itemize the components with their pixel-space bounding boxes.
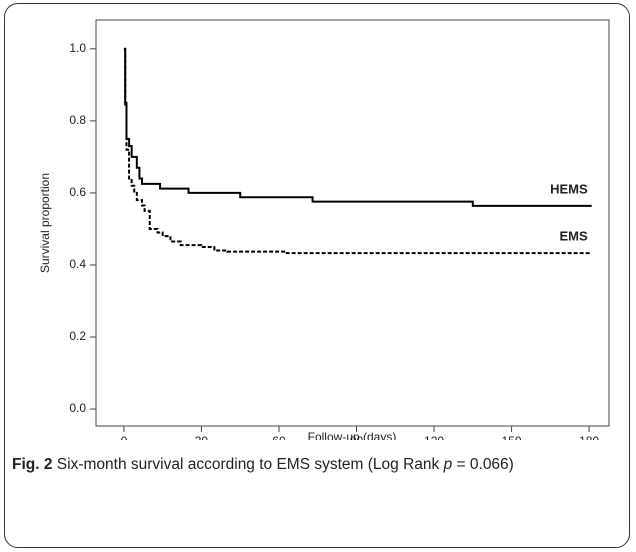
caption-rest: = 0.066)	[456, 456, 514, 473]
x-tick-label: 30	[195, 434, 209, 440]
y-tick-label: 1.0	[69, 41, 86, 55]
caption-italic: p	[443, 456, 453, 473]
y-tick-label: 0.2	[69, 329, 86, 343]
caption-text: Six-month survival according to EMS syst…	[56, 456, 440, 473]
y-tick-label: 0.8	[69, 113, 86, 127]
x-tick-label: 90	[350, 434, 364, 440]
chart: Survival proportion Follow-up (days) 0.0…	[38, 19, 610, 440]
x-tick-label: 180	[579, 434, 599, 440]
y-tick-label: 0.4	[69, 257, 86, 271]
x-tick-label: 150	[502, 434, 522, 440]
series-label: HEMS	[550, 181, 588, 196]
caption-label: Fig. 2	[12, 456, 53, 473]
x-tick-label: 60	[272, 434, 286, 440]
x-axis-title: Follow-up (days)	[308, 430, 397, 440]
series-label: EMS	[560, 229, 589, 244]
y-tick-label: 0.0	[69, 401, 86, 415]
figure-frame	[4, 3, 630, 548]
survival-line	[123, 47, 592, 207]
x-tick-label: 120	[424, 434, 444, 440]
plot-frame	[95, 19, 610, 427]
survival-line	[123, 47, 592, 255]
y-axis-title: Survival proportion	[38, 173, 52, 273]
x-tick-label: 0	[121, 434, 128, 440]
caption: Fig. 2 Six-month survival according to E…	[12, 452, 572, 478]
y-tick-label: 0.6	[69, 185, 86, 199]
